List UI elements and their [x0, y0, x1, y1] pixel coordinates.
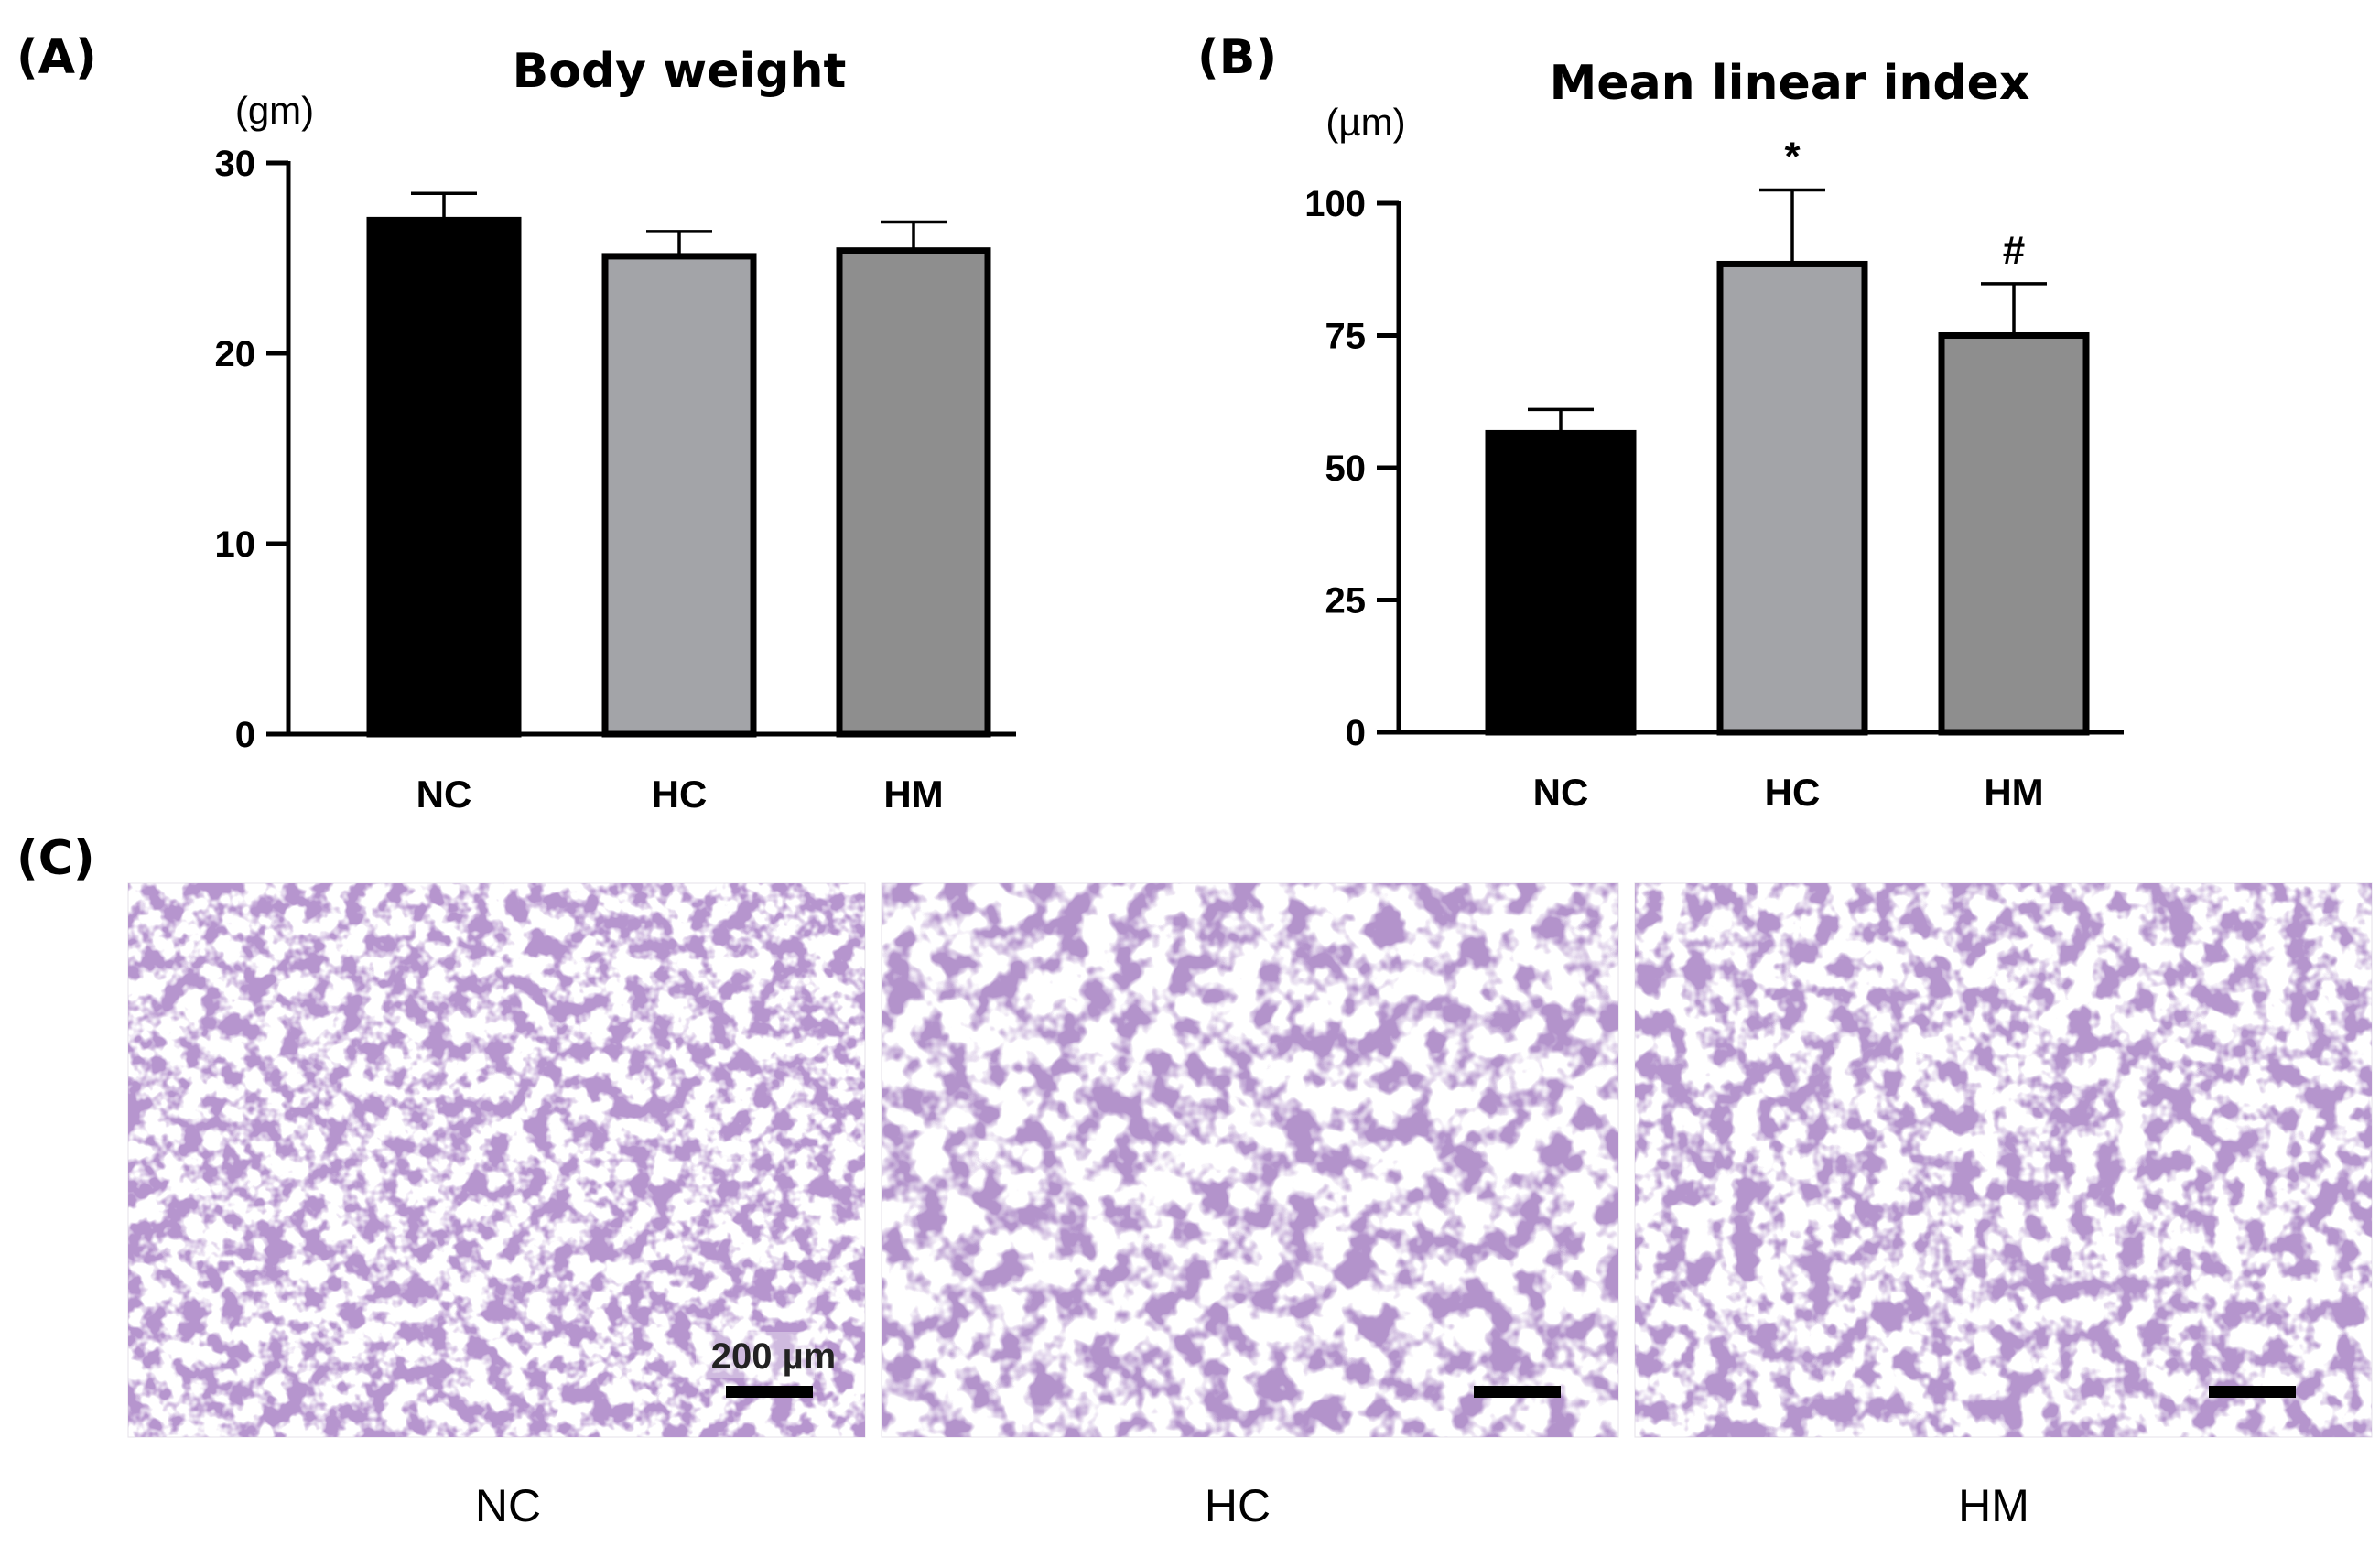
scale-bar-label: 200 µm — [711, 1336, 836, 1377]
chart-a-category-nc: NC — [416, 773, 472, 816]
scale-bar-nc — [726, 1386, 813, 1398]
chart-a-y-tick-label: 30 — [215, 144, 256, 184]
chart-b-bar-hm — [1938, 332, 2090, 736]
micrograph-label-hm: HM — [1958, 1480, 2029, 1531]
micrograph-label-hc: HC — [1205, 1480, 1271, 1531]
chart-b-title: Mean linear index — [1550, 56, 2030, 111]
panel-a-letter: (A) — [16, 30, 97, 85]
micrograph-nc: 200 µm — [127, 882, 866, 1438]
histology-panel: (C) 200 µm NC HC HM — [16, 831, 2373, 1531]
chart-b-significance-hc: * — [1784, 135, 1801, 179]
panel-c-letter: (C) — [16, 831, 95, 886]
chart-b-category-hm: HM — [1984, 771, 2043, 814]
chart-b-y-tick-label: 75 — [1325, 317, 1367, 357]
panel-b-letter: (B) — [1197, 30, 1277, 85]
chart-b-y-tick-label: 0 — [1346, 713, 1366, 753]
chart-a-category-hm: HM — [883, 773, 943, 816]
chart-a-bar-hc — [601, 253, 757, 738]
chart-a-title: Body weight — [513, 44, 847, 99]
body-weight-chart: (A) Body weight (gm) NC HC HM 0 10 20 30 — [16, 30, 1016, 816]
scale-bar-hc — [1474, 1386, 1561, 1398]
chart-b-y-unit: (µm) — [1325, 101, 1405, 144]
chart-a-category-hc: HC — [652, 773, 708, 816]
chart-a-y-tick-label: 10 — [215, 524, 256, 565]
chart-b-bar-nc — [1485, 429, 1637, 736]
chart-b-y-tick-label: 100 — [1304, 184, 1366, 224]
chart-b-marks: NC HC * HM #0 25 50 75 100 — [1304, 135, 2124, 814]
chart-a-marks: NC HC HM 0 10 20 30 — [215, 144, 1016, 816]
chart-a-bar-nc — [366, 216, 522, 738]
chart-b-category-hc: HC — [1765, 771, 1821, 814]
chart-b-y-tick-label: 25 — [1325, 581, 1367, 622]
chart-a-y-unit: (gm) — [235, 89, 314, 132]
chart-a-y-tick-label: 0 — [235, 715, 255, 755]
mean-linear-index-chart: (B) Mean linear index (µm) NC HC * HM #0 25 50… — [1197, 30, 2124, 814]
micrograph-hm — [1634, 882, 2373, 1438]
scale-bar-hm — [2209, 1386, 2296, 1398]
micrograph-hc — [881, 882, 1619, 1438]
chart-a-y-tick-label: 20 — [215, 334, 256, 374]
chart-b-y-tick-label: 50 — [1325, 449, 1367, 489]
chart-b-category-nc: NC — [1533, 771, 1589, 814]
chart-b-significance-hm: # — [2003, 228, 2025, 273]
chart-b-bar-hc — [1716, 260, 1868, 736]
chart-a-bar-hm — [836, 247, 991, 738]
micrograph-label-nc: NC — [475, 1480, 541, 1531]
